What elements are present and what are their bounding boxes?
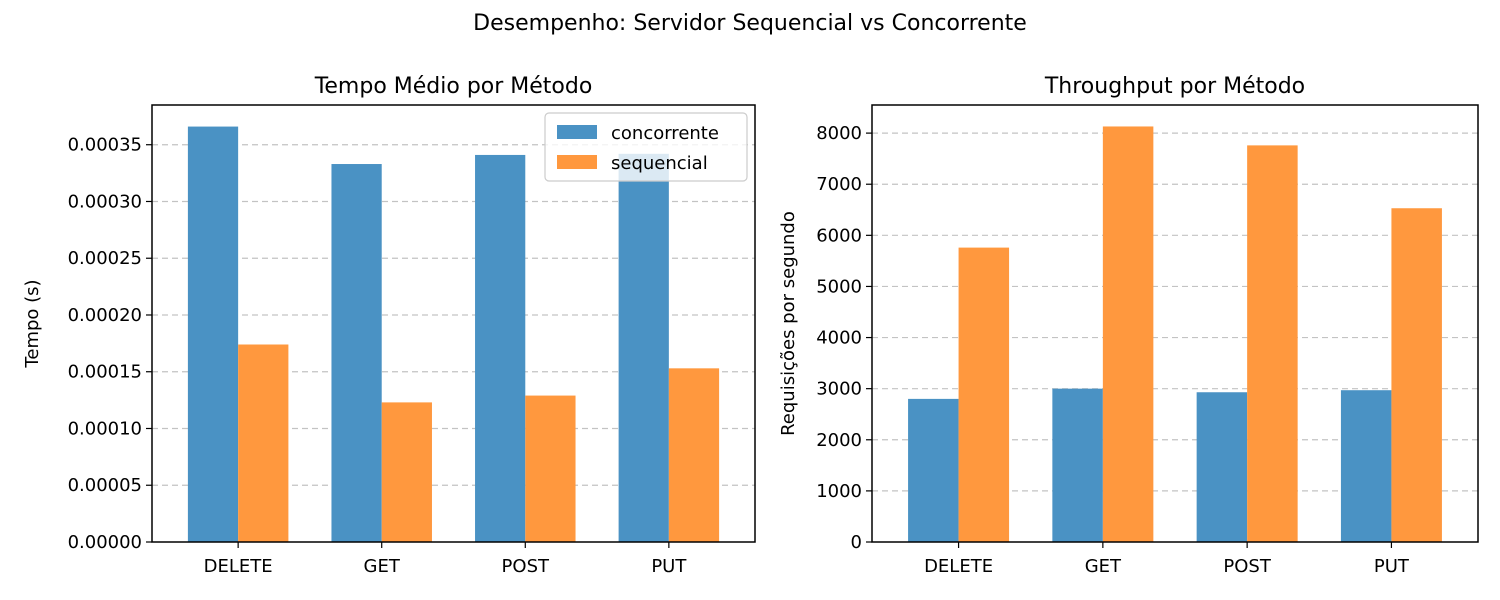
x-tick-label: POST	[502, 556, 550, 577]
figure-title: Desempenho: Servidor Sequencial vs Conco…	[473, 11, 1027, 36]
y-tick-label: 2000	[816, 430, 862, 451]
x-tick-label: GET	[364, 556, 401, 577]
x-tick-label: DELETE	[204, 556, 273, 577]
y-tick-label: 0.00020	[68, 305, 142, 326]
y-axis-label: Requisições por segundo	[778, 211, 799, 436]
y-axis-label: Tempo (s)	[22, 279, 43, 368]
y-tick-label: 6000	[816, 225, 862, 246]
x-tick-label: POST	[1223, 556, 1271, 577]
legend-label-sequencial: sequencial	[611, 153, 708, 174]
time-chart: 0.00000 0.00005 0.00010 0.00015 0.00020 0.000…	[22, 74, 756, 577]
bar-sequencial-put	[668, 368, 720, 542]
y-tick-label: 0.00010	[68, 418, 142, 439]
y-tick-label: 0.00005	[68, 475, 142, 496]
y-tick-label: 0.00025	[68, 248, 142, 269]
y-tick-label: 0.00035	[68, 135, 142, 156]
y-tick-label: 0.00000	[68, 532, 142, 553]
throughput-chart: 0 1000 2000 3000 4000 5000 6000 7000 8000 DELETE G…	[778, 74, 1479, 577]
bar-sequencial-delete	[238, 344, 289, 542]
y-tick-label: 7000	[816, 174, 862, 195]
bar-concorrente-put	[618, 153, 669, 542]
bar-concorrente-delete	[908, 398, 959, 542]
bar-sequencial-delete	[958, 247, 1010, 542]
y-tick-label: 8000	[816, 123, 862, 144]
bar-concorrente-get	[1052, 388, 1103, 542]
bar-sequencial-put	[1391, 208, 1442, 542]
bar-sequencial-post	[1247, 145, 1298, 542]
y-tick-label: 0.00015	[68, 362, 142, 383]
bar-concorrente-post	[1196, 392, 1248, 542]
bar-concorrente-delete	[187, 126, 239, 543]
x-tick-label: PUT	[1374, 556, 1410, 577]
chart-title: Tempo Médio por Método	[314, 74, 593, 99]
legend-label-concorrente: concorrente	[611, 123, 719, 144]
x-tick-label: DELETE	[924, 556, 993, 577]
chart-title: Throughput por Método	[1044, 74, 1305, 99]
axes-frame	[151, 104, 756, 543]
bar-sequencial-get	[381, 402, 432, 542]
y-tick-label: 0.00030	[68, 191, 142, 212]
legend-swatch-sequencial	[557, 155, 597, 169]
axes-frame	[871, 104, 1479, 543]
x-tick-label: PUT	[651, 556, 687, 577]
bar-concorrente-get	[331, 164, 382, 542]
y-tick-label: 0	[851, 532, 862, 553]
legend: concorrente sequencial	[544, 112, 748, 182]
bar-sequencial-post	[525, 395, 576, 542]
y-tick-label: 4000	[816, 328, 862, 349]
y-tick-label: 3000	[816, 379, 862, 400]
y-tick-label: 5000	[816, 276, 862, 297]
legend-swatch-concorrente	[557, 125, 597, 139]
x-tick-label: GET	[1085, 556, 1122, 577]
bar-concorrente-put	[1340, 390, 1392, 542]
y-tick-label: 1000	[816, 481, 862, 502]
bar-concorrente-post	[475, 154, 526, 542]
bar-sequencial-get	[1102, 126, 1154, 542]
